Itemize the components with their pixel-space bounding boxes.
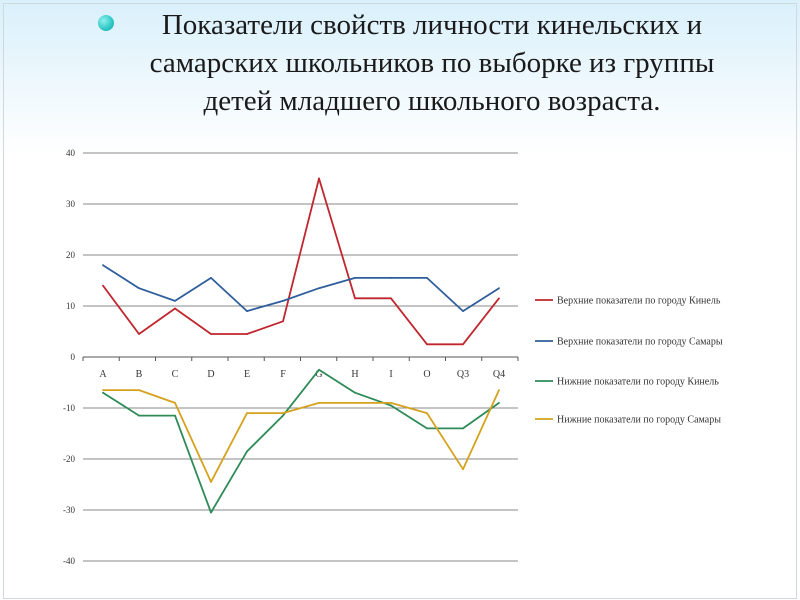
- x-axis-ticks: A B C D E F G H I O Q3 Q4: [99, 369, 505, 380]
- data-point: [462, 427, 464, 430]
- data-point: [354, 402, 356, 404]
- bullet-icon: [98, 15, 114, 31]
- title-block: Показатели свойств личности кинельских и…: [90, 6, 750, 120]
- data-point: [390, 277, 392, 279]
- legend-label: Верхние показатели по городу Кинель: [557, 296, 721, 307]
- y-tick-label: 40: [66, 148, 76, 158]
- y-axis-ticks: 40 30 20 10 0 -10 -20 -30 -40: [63, 148, 76, 566]
- data-point: [102, 389, 104, 392]
- data-point: [426, 277, 428, 279]
- x-tick-label: Q3: [457, 369, 469, 380]
- x-tick-label: F: [280, 369, 286, 380]
- x-tick-label: B: [136, 369, 143, 380]
- data-point: [210, 511, 212, 514]
- x-tick-label: E: [244, 369, 250, 380]
- y-tick-label: -10: [63, 403, 75, 413]
- slide-title: Показатели свойств личности кинельских и…: [149, 9, 715, 117]
- data-point: [174, 402, 176, 404]
- data-point: [102, 284, 104, 287]
- data-point: [354, 277, 356, 279]
- data-point: [354, 391, 356, 394]
- data-point: [210, 481, 212, 483]
- x-tick-label: H: [351, 369, 358, 380]
- series-line: [102, 264, 500, 313]
- data-point: [138, 333, 140, 335]
- data-point: [210, 333, 212, 335]
- data-point: [318, 177, 320, 180]
- y-tick-label: -20: [63, 454, 75, 464]
- data-point: [498, 402, 500, 404]
- data-point: [246, 310, 248, 312]
- data-point: [462, 310, 464, 312]
- data-point: [462, 468, 464, 471]
- legend-label: Нижние показатели по городу Самары: [557, 415, 721, 426]
- y-tick-label: 30: [66, 199, 76, 209]
- data-point: [138, 414, 140, 417]
- data-point: [282, 414, 284, 417]
- data-point: [498, 287, 500, 290]
- data-point: [174, 414, 176, 417]
- data-point: [354, 297, 356, 300]
- data-point: [426, 412, 428, 414]
- data-point: [282, 320, 284, 323]
- data-point: [102, 264, 104, 267]
- data-point: [246, 450, 248, 453]
- data-point: [498, 389, 500, 392]
- series-line: [102, 177, 500, 346]
- data-point: [318, 402, 320, 404]
- data-point: [174, 307, 176, 310]
- data-point: [390, 402, 392, 404]
- x-tick-label: C: [172, 369, 179, 380]
- y-tick-label: 0: [71, 352, 76, 362]
- x-tick-label: O: [423, 369, 430, 380]
- legend: Верхние показатели по городу Кинель Верхн…: [535, 296, 723, 426]
- data-point: [318, 287, 320, 290]
- x-tick-label: I: [389, 369, 392, 380]
- x-tick-label: G: [315, 369, 322, 380]
- y-tick-label: -40: [63, 556, 75, 566]
- data-point: [138, 287, 140, 290]
- data-point: [246, 333, 248, 335]
- data-point: [390, 404, 392, 407]
- y-tick-label: 20: [66, 250, 76, 260]
- data-point: [138, 389, 140, 392]
- data-point: [318, 368, 320, 371]
- x-tick-label: A: [99, 369, 107, 380]
- legend-label: Верхние показатели по городу Самары: [557, 337, 723, 348]
- data-point: [282, 300, 284, 302]
- y-tick-label: 10: [66, 301, 76, 311]
- data-point: [462, 343, 464, 346]
- series-line: [102, 368, 500, 514]
- series-lines: [102, 177, 500, 514]
- data-point: [498, 297, 500, 300]
- x-tick-label: D: [207, 369, 214, 380]
- gridlines: [82, 152, 519, 562]
- data-point: [210, 277, 212, 279]
- data-point: [282, 412, 284, 414]
- data-point: [174, 300, 176, 302]
- legend-label: Нижние показатели по городу Кинель: [557, 377, 719, 388]
- data-point: [426, 427, 428, 430]
- data-point: [246, 412, 248, 414]
- y-tick-label: -30: [63, 505, 75, 515]
- data-point: [426, 343, 428, 346]
- x-tick-label: Q4: [493, 369, 505, 380]
- series-line: [103, 389, 500, 483]
- data-point: [390, 297, 392, 300]
- slide-frame: [3, 3, 797, 599]
- data-point: [102, 391, 104, 394]
